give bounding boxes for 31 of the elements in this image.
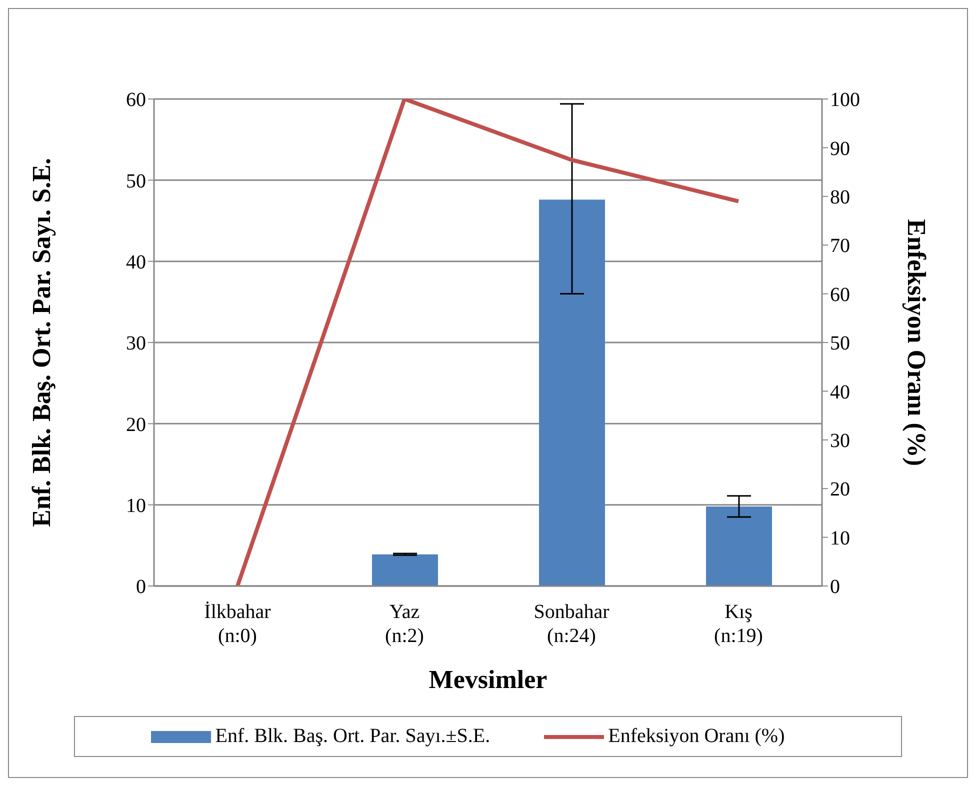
- y2-axis-title: Enfeksiyon Oranı (%): [902, 218, 931, 466]
- y2-tick-label: 100: [830, 89, 860, 112]
- y-tick-label: 50: [126, 170, 146, 192]
- y-tick-label: 60: [126, 89, 146, 112]
- y-tick-label: 30: [126, 332, 146, 355]
- bar: [706, 506, 772, 586]
- x-tick-label: İlkbahar (n:0): [204, 601, 272, 647]
- legend-label: Enfeksiyon Oranı (%): [607, 725, 785, 748]
- y-tick-label: 10: [126, 494, 146, 517]
- x-tick-label: Kış (n:19): [714, 601, 763, 647]
- y2-tick-label: 80: [830, 186, 850, 208]
- y-tick-label: 20: [126, 414, 146, 436]
- y2-tick-label: 10: [830, 527, 850, 550]
- y2-tick-label: 90: [830, 138, 850, 160]
- y2-tick-label: 50: [830, 332, 850, 355]
- y2-tick-label: 40: [830, 381, 850, 404]
- bar: [372, 554, 438, 586]
- y-tick-label: 0: [136, 576, 146, 598]
- y2-tick-label: 60: [830, 284, 850, 306]
- legend-label: Enf. Blk. Baş. Ort. Par. Sayı.±S.E.: [214, 725, 490, 748]
- x-axis-title: Mevsimler: [428, 665, 548, 694]
- x-tick-label: Sonbahar (n:24): [534, 601, 610, 647]
- y2-tick-label: 70: [830, 235, 850, 258]
- y2-tick-label: 0: [830, 576, 840, 598]
- y-tick-label: 40: [126, 251, 146, 274]
- y2-tick-label: 20: [830, 478, 850, 501]
- y2-tick-label: 30: [830, 430, 850, 452]
- x-tick-label: Yaz (n:2): [385, 601, 424, 647]
- bar: [539, 200, 605, 586]
- line-series: [236, 99, 740, 586]
- y-axis-title: Enf. Blk. Baş. Ort. Par. Sayı. S.E.: [27, 158, 56, 527]
